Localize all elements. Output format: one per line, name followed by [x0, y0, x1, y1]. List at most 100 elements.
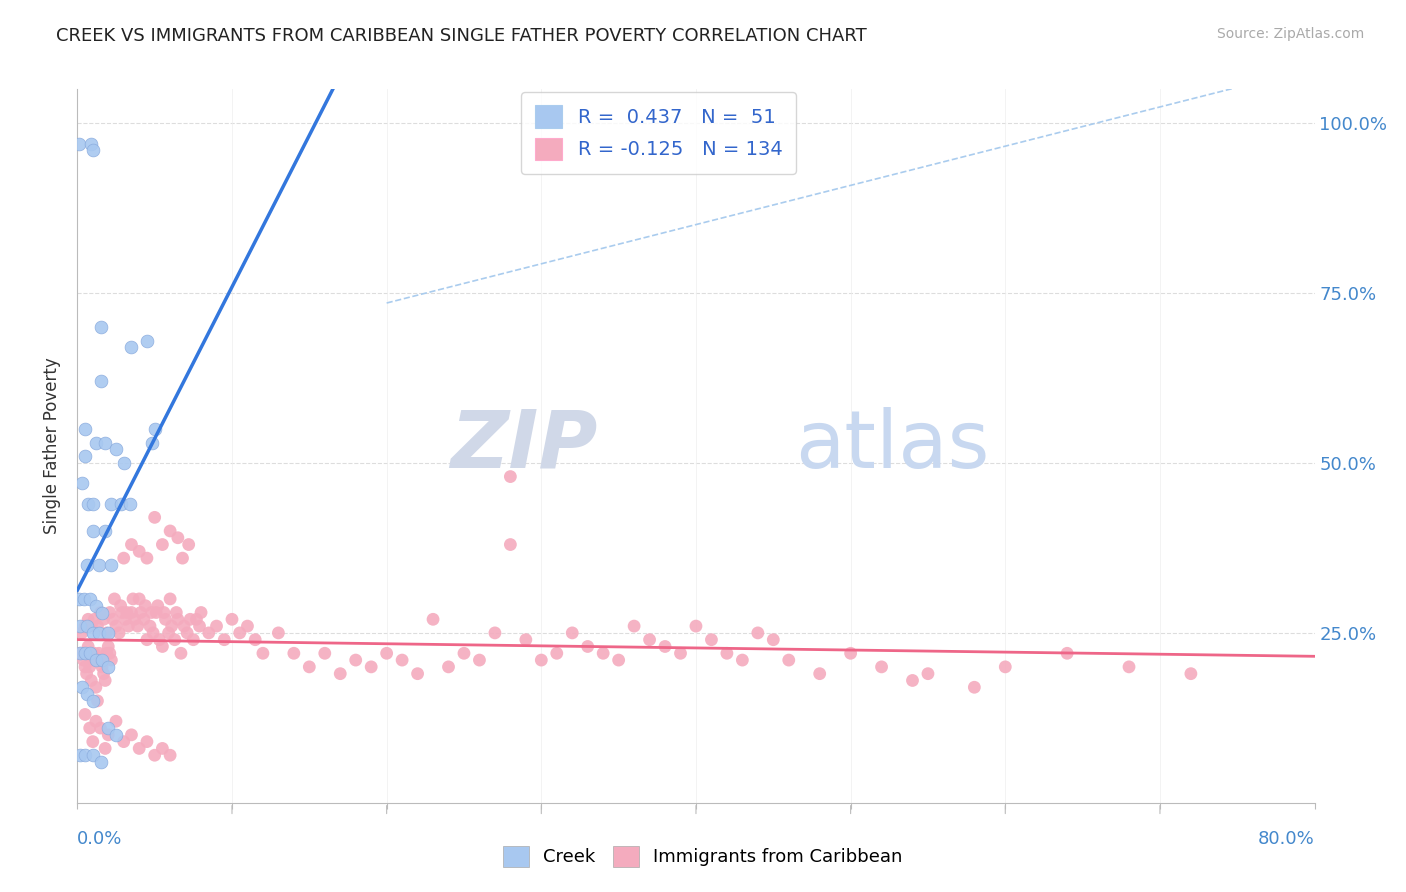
- Point: [1056, 646, 1078, 660]
- Point: [172, 551, 194, 566]
- Point: [190, 606, 212, 620]
- Point: [129, 606, 152, 620]
- Point: [80, 619, 103, 633]
- Point: [96, 646, 118, 660]
- Point: [70, 626, 93, 640]
- Point: [82, 497, 104, 511]
- Point: [183, 632, 205, 647]
- Point: [70, 476, 93, 491]
- Point: [84, 435, 107, 450]
- Point: [97, 640, 120, 654]
- Point: [155, 612, 177, 626]
- Point: [198, 626, 221, 640]
- Point: [69, 646, 91, 660]
- Point: [82, 144, 104, 158]
- Point: [141, 435, 163, 450]
- Point: [98, 646, 121, 660]
- Point: [111, 606, 134, 620]
- Point: [221, 612, 243, 626]
- Point: [94, 435, 117, 450]
- Text: atlas: atlas: [794, 407, 990, 485]
- Point: [122, 591, 145, 606]
- Point: [576, 640, 599, 654]
- Point: [91, 653, 114, 667]
- Point: [546, 646, 568, 660]
- Point: [143, 510, 166, 524]
- Point: [82, 626, 104, 640]
- Point: [77, 640, 100, 654]
- Point: [747, 626, 769, 640]
- Point: [87, 626, 110, 640]
- Point: [298, 660, 321, 674]
- Point: [67, 591, 90, 606]
- Point: [917, 666, 939, 681]
- Point: [229, 626, 252, 640]
- Point: [170, 646, 193, 660]
- Point: [90, 755, 112, 769]
- Point: [82, 734, 104, 748]
- Point: [105, 442, 128, 457]
- Point: [963, 680, 986, 694]
- Point: [96, 626, 118, 640]
- Point: [84, 653, 107, 667]
- Point: [86, 694, 108, 708]
- Point: [134, 599, 156, 613]
- Point: [160, 619, 183, 633]
- Point: [669, 646, 692, 660]
- Point: [76, 687, 98, 701]
- Point: [84, 599, 107, 613]
- Point: [118, 497, 141, 511]
- Point: [90, 653, 112, 667]
- Point: [75, 707, 96, 722]
- Point: [484, 626, 506, 640]
- Point: [214, 632, 236, 647]
- Point: [236, 619, 259, 633]
- Point: [592, 646, 614, 660]
- Point: [561, 626, 583, 640]
- Point: [101, 612, 124, 626]
- Point: [167, 531, 190, 545]
- Point: [159, 748, 181, 763]
- Point: [72, 653, 94, 667]
- Point: [188, 619, 211, 633]
- Point: [132, 612, 155, 626]
- Y-axis label: Single Father Poverty: Single Father Poverty: [44, 358, 62, 534]
- Point: [437, 660, 460, 674]
- Point: [115, 606, 138, 620]
- Point: [267, 626, 290, 640]
- Point: [252, 646, 274, 660]
- Point: [90, 375, 112, 389]
- Point: [76, 558, 98, 572]
- Point: [179, 612, 201, 626]
- Point: [75, 619, 96, 633]
- Point: [391, 653, 413, 667]
- Point: [762, 632, 785, 647]
- Point: [146, 599, 169, 613]
- Point: [778, 653, 800, 667]
- Point: [1180, 666, 1202, 681]
- Text: CREEK VS IMMIGRANTS FROM CARIBBEAN SINGLE FATHER POVERTY CORRELATION CHART: CREEK VS IMMIGRANTS FROM CARIBBEAN SINGL…: [56, 27, 868, 45]
- Point: [165, 606, 187, 620]
- Point: [173, 619, 195, 633]
- Text: 0.0%: 0.0%: [77, 830, 122, 847]
- Point: [901, 673, 924, 688]
- Point: [97, 626, 120, 640]
- Point: [82, 748, 104, 763]
- Point: [128, 741, 150, 756]
- Point: [108, 626, 131, 640]
- Point: [121, 537, 143, 551]
- Point: [82, 653, 104, 667]
- Point: [87, 646, 110, 660]
- Point: [163, 632, 186, 647]
- Point: [360, 660, 382, 674]
- Point: [136, 334, 159, 348]
- Point: [105, 714, 128, 729]
- Point: [94, 524, 117, 538]
- Point: [157, 626, 180, 640]
- Point: [105, 619, 128, 633]
- Point: [654, 640, 676, 654]
- Point: [90, 320, 112, 334]
- Point: [110, 497, 132, 511]
- Point: [77, 612, 100, 626]
- Point: [127, 619, 149, 633]
